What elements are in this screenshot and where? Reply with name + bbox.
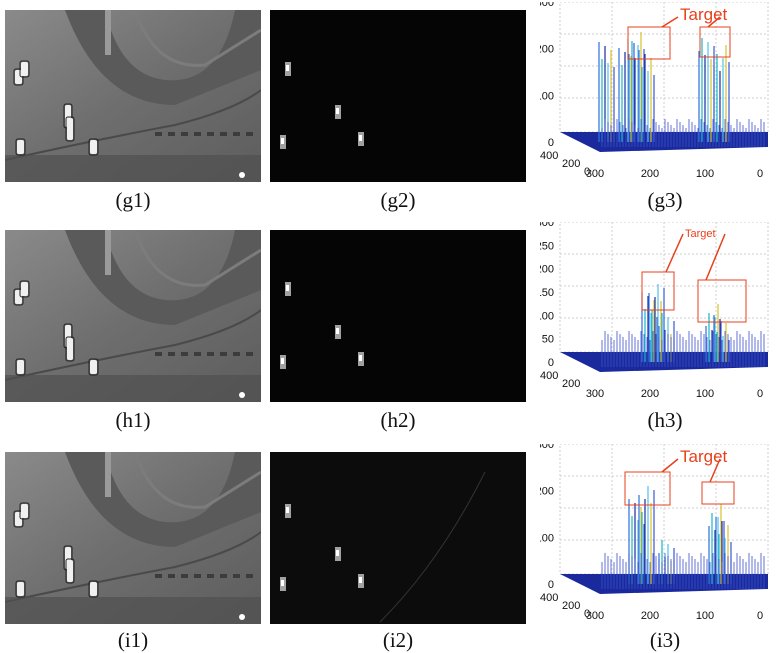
pedestrian-hotspot — [67, 560, 73, 582]
panel-caption: (g1) — [115, 188, 151, 212]
depth-tick-label: 400 — [540, 370, 558, 382]
pedestrian-hotspot — [17, 360, 24, 374]
width-tick-label: 0 — [757, 610, 763, 622]
depth-tick-label: 0 — [584, 608, 590, 620]
thermal-image — [5, 10, 261, 182]
pedestrian-hotspot — [90, 360, 97, 374]
annotation-arrow — [661, 458, 679, 473]
panel-caption: (h3) — [647, 408, 683, 432]
annotation-arrow — [705, 233, 726, 281]
target-box — [701, 481, 735, 505]
panel-caption: (h1) — [115, 408, 151, 432]
depth-tick-label: 400 — [540, 592, 558, 604]
z-tick-label: 0 — [548, 137, 554, 149]
residual-background — [270, 452, 526, 624]
residual-image — [270, 452, 526, 624]
panel-caption: (g3) — [647, 188, 683, 212]
z-tick-label: 100 — [540, 90, 554, 102]
pedestrian-hotspot — [21, 282, 28, 296]
width-tick-label: 300 — [586, 388, 604, 400]
z-tick-label: 50 — [542, 334, 554, 346]
surface-plot: Target010020030040020003002001000 — [540, 2, 769, 180]
panel-caption: (i3) — [649, 628, 681, 652]
depth-tick-label: 400 — [540, 150, 558, 162]
target-box — [641, 271, 675, 311]
z-tick-label: 100 — [540, 532, 554, 544]
surface-plot: Target010020030040020003002001000 — [540, 444, 769, 622]
target-box — [624, 471, 671, 506]
width-tick-label: 200 — [641, 168, 659, 180]
width-tick-label: 200 — [641, 610, 659, 622]
width-tick-label: 300 — [586, 168, 604, 180]
width-tick-label: 100 — [696, 610, 714, 622]
pedestrian-hotspot — [90, 582, 97, 596]
width-tick-label: 0 — [757, 388, 763, 400]
annotation-arrow — [665, 233, 684, 273]
z-tick-label: 150 — [540, 287, 554, 299]
z-tick-label: 200 — [540, 486, 554, 498]
depth-tick-label: 200 — [562, 378, 580, 390]
depth-tick-label: 200 — [562, 158, 580, 170]
z-tick-label: 0 — [548, 579, 554, 591]
z-tick-label: 200 — [540, 44, 554, 56]
width-tick-label: 100 — [696, 168, 714, 180]
annotation-arrow — [707, 16, 721, 28]
thermal-image — [5, 452, 261, 624]
road-curve — [65, 452, 261, 547]
pedestrian-hotspot — [17, 582, 24, 596]
pedestrian-hotspot — [21, 504, 28, 518]
width-tick-label: 0 — [757, 168, 763, 180]
target-annotation: Target — [680, 447, 728, 466]
target-annotation: Target — [680, 5, 728, 24]
residual-background — [270, 230, 526, 402]
thermal-image — [5, 230, 261, 402]
pedestrian-hotspot — [67, 338, 73, 360]
width-tick-label: 200 — [641, 388, 659, 400]
residual-image — [270, 10, 526, 182]
panel-caption: (i1) — [117, 628, 149, 652]
residual-background — [270, 10, 526, 182]
panel-caption: (i2) — [382, 628, 414, 652]
annotation-arrow — [709, 458, 721, 483]
road-curve — [65, 10, 261, 105]
z-tick-label: 300 — [540, 222, 554, 229]
road-curve — [65, 230, 261, 325]
width-tick-label: 300 — [586, 610, 604, 622]
pedestrian-hotspot — [67, 118, 73, 140]
z-tick-label: 300 — [540, 2, 554, 9]
depth-tick-label: 200 — [562, 600, 580, 612]
target-box — [697, 279, 747, 323]
depth-tick-label: 0 — [584, 166, 590, 178]
surface-plot: Target 0 50 100 150 200 250 300 400 200 300 200 100 0 — [540, 222, 769, 400]
pedestrian-hotspot — [17, 140, 24, 154]
pedestrian-hotspot — [21, 62, 28, 76]
target-annotation: Target — [685, 228, 716, 240]
width-tick-label: 100 — [696, 388, 714, 400]
z-tick-label: 0 — [548, 357, 554, 369]
panel-caption: (g2) — [380, 188, 416, 212]
panel-caption: (h2) — [380, 408, 416, 432]
target-box — [699, 26, 731, 58]
pedestrian-hotspot — [90, 140, 97, 154]
residual-image — [270, 230, 526, 402]
z-tick-label: 250 — [540, 240, 554, 252]
annotation-arrow — [661, 16, 679, 28]
z-tick-label: 200 — [540, 264, 554, 276]
z-tick-label: 300 — [540, 444, 554, 451]
target-box — [627, 26, 671, 60]
z-tick-label: 100 — [540, 310, 554, 322]
